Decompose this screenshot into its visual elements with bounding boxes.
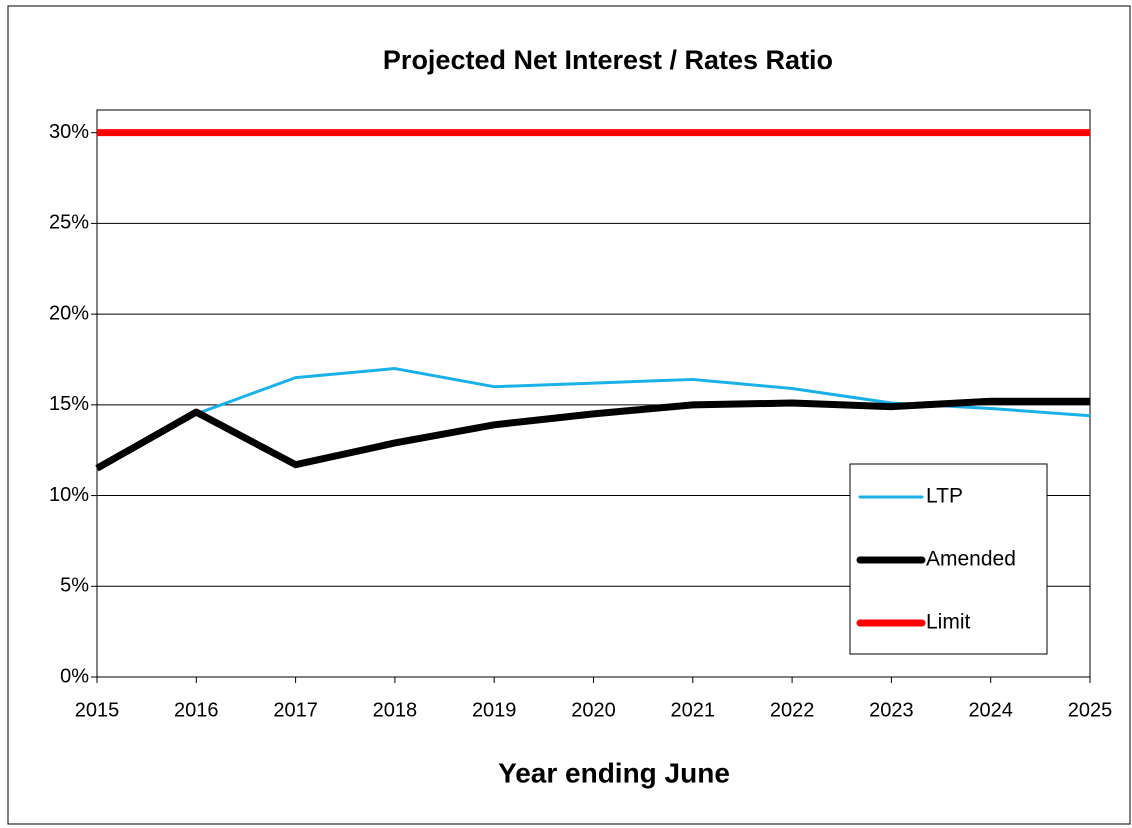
legend-label: LTP	[926, 485, 963, 508]
y-tick-label: 0%	[60, 665, 89, 687]
y-tick-label: 20%	[49, 302, 89, 324]
legend-label: Limit	[926, 611, 971, 634]
x-tick-label: 2024	[968, 699, 1013, 721]
y-tick-label: 15%	[49, 393, 89, 415]
y-tick-label: 10%	[49, 484, 89, 506]
chart-title: Projected Net Interest / Rates Ratio	[383, 45, 833, 75]
series-line	[95, 397, 1090, 472]
x-tick-label: 2023	[869, 699, 914, 721]
x-tick-label: 2020	[571, 699, 616, 721]
x-tick-label: 2015	[75, 699, 120, 721]
x-tick-label: 2016	[174, 699, 219, 721]
y-tick-label: 5%	[60, 575, 89, 597]
x-tick-label: 2018	[373, 699, 418, 721]
x-tick-label: 2017	[273, 699, 318, 721]
x-axis-label: Year ending June	[498, 757, 730, 788]
legend-label: Amended	[926, 548, 1016, 571]
x-tick-label: 2021	[671, 699, 716, 721]
x-tick-label: 2022	[770, 699, 815, 721]
x-tick-label: 2025	[1068, 699, 1113, 721]
chart-frame	[7, 5, 1131, 825]
y-tick-label: 25%	[49, 212, 89, 234]
x-tick-label: 2019	[472, 699, 517, 721]
y-tick-label: 30%	[49, 121, 89, 143]
